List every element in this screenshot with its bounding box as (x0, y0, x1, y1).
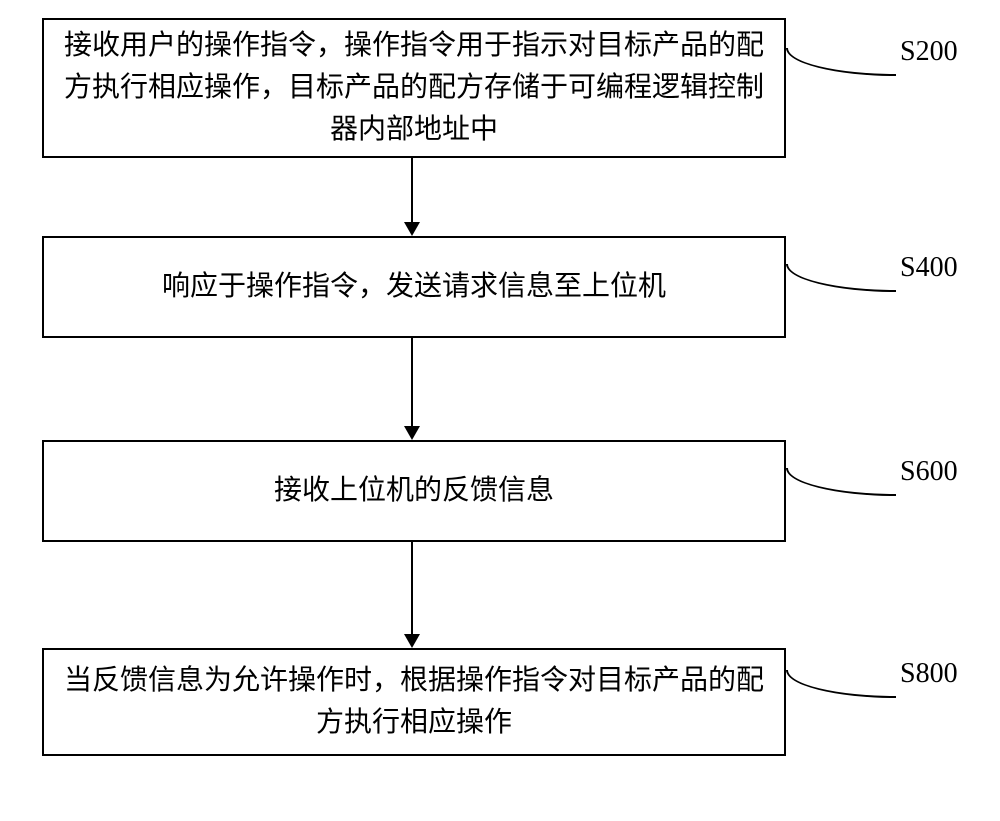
label-connector-s400 (786, 264, 896, 292)
label-connector-s600 (786, 468, 896, 496)
step-box-s600: 接收上位机的反馈信息 (42, 440, 786, 542)
step-box-s800: 当反馈信息为允许操作时，根据操作指令对目标产品的配方执行相应操作 (42, 648, 786, 756)
step-label-s800: S800 (900, 658, 958, 690)
flowchart-container: 接收用户的操作指令，操作指令用于指示对目标产品的配方执行相应操作，目标产品的配方… (0, 0, 1000, 821)
arrow-head-3 (404, 634, 420, 648)
step-label-s400: S400 (900, 252, 958, 284)
step-text-s400: 响应于操作指令，发送请求信息至上位机 (162, 266, 666, 308)
step-label-s600: S600 (900, 456, 958, 488)
step-text-s800: 当反馈信息为允许操作时，根据操作指令对目标产品的配方执行相应操作 (64, 660, 764, 744)
step-text-s600: 接收上位机的反馈信息 (274, 470, 554, 512)
label-connector-s800 (786, 670, 896, 698)
arrow-line-1 (411, 158, 413, 222)
step-label-s200: S200 (900, 36, 958, 68)
step-box-s200: 接收用户的操作指令，操作指令用于指示对目标产品的配方执行相应操作，目标产品的配方… (42, 18, 786, 158)
arrow-line-3 (411, 542, 413, 634)
arrow-line-2 (411, 338, 413, 426)
step-box-s400: 响应于操作指令，发送请求信息至上位机 (42, 236, 786, 338)
label-connector-s200 (786, 48, 896, 76)
arrow-head-2 (404, 426, 420, 440)
arrow-head-1 (404, 222, 420, 236)
step-text-s200: 接收用户的操作指令，操作指令用于指示对目标产品的配方执行相应操作，目标产品的配方… (64, 25, 764, 151)
